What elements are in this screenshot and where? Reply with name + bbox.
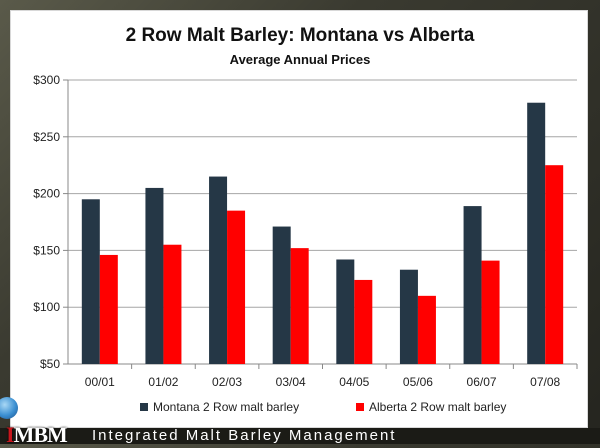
bar-alberta	[545, 165, 564, 364]
bar-alberta	[290, 248, 309, 364]
y-tick-label: $300	[33, 73, 60, 87]
bars	[81, 102, 564, 364]
legend-label: Alberta 2 Row malt barley	[369, 400, 506, 414]
bar-alberta	[354, 279, 373, 364]
axes	[63, 79, 578, 369]
y-tick-label: $250	[33, 130, 60, 144]
y-tick-label: $100	[33, 300, 60, 314]
bar-chart: $50 $100 $150 $200 $250 $300 00/01 01/02 02/03 03…	[33, 73, 578, 414]
bar-montana	[463, 206, 482, 364]
x-tick-label: 03/04	[276, 375, 306, 389]
bar-montana	[272, 226, 291, 364]
x-tick-label: 05/06	[403, 375, 433, 389]
legend: Montana 2 Row malt barley Alberta 2 Row m…	[140, 400, 506, 414]
bar-montana	[527, 102, 546, 364]
x-tick-label: 06/07	[467, 375, 497, 389]
bar-montana	[336, 259, 355, 364]
bar-montana	[81, 199, 100, 364]
bar-alberta	[481, 260, 500, 364]
bar-montana	[399, 269, 418, 364]
x-tick-label: 02/03	[212, 375, 242, 389]
legend-swatch	[356, 403, 364, 411]
x-tick-label: 01/02	[148, 375, 178, 389]
bar-alberta	[99, 254, 118, 364]
y-tick-label: $150	[33, 243, 60, 257]
globe-icon	[0, 397, 18, 419]
tick-labels: $50 $100 $150 $200 $250 $300 00/01 01/02 02/03 03…	[33, 73, 560, 389]
chart-title: 2 Row Malt Barley: Montana vs Alberta	[125, 25, 475, 46]
bar-alberta	[417, 295, 436, 364]
slide-frame: 2 Row Malt Barley: Montana vs Alberta Av…	[10, 10, 588, 428]
footer-bar: IMBM Integrated Malt Barley Management	[0, 422, 600, 447]
y-tick-label: $50	[40, 357, 60, 371]
chart-subtitle: Average Annual Prices	[229, 52, 371, 67]
y-tick-label: $200	[33, 187, 60, 201]
logo-letters-mbm: MBM	[13, 422, 68, 447]
x-tick-label: 07/08	[530, 375, 560, 389]
legend-label: Montana 2 Row malt barley	[153, 400, 299, 414]
footer-tagline: Integrated Malt Barley Management	[92, 427, 397, 444]
imbm-logo: IMBM	[6, 422, 68, 448]
bar-montana	[145, 187, 164, 364]
logo-letter-i: I	[6, 422, 15, 447]
x-tick-label: 04/05	[339, 375, 369, 389]
legend-swatch	[140, 403, 148, 411]
x-tick-label: 00/01	[85, 375, 115, 389]
gridlines	[68, 79, 577, 365]
bar-alberta	[227, 210, 246, 364]
bar-alberta	[163, 244, 182, 364]
bar-montana	[209, 176, 228, 364]
